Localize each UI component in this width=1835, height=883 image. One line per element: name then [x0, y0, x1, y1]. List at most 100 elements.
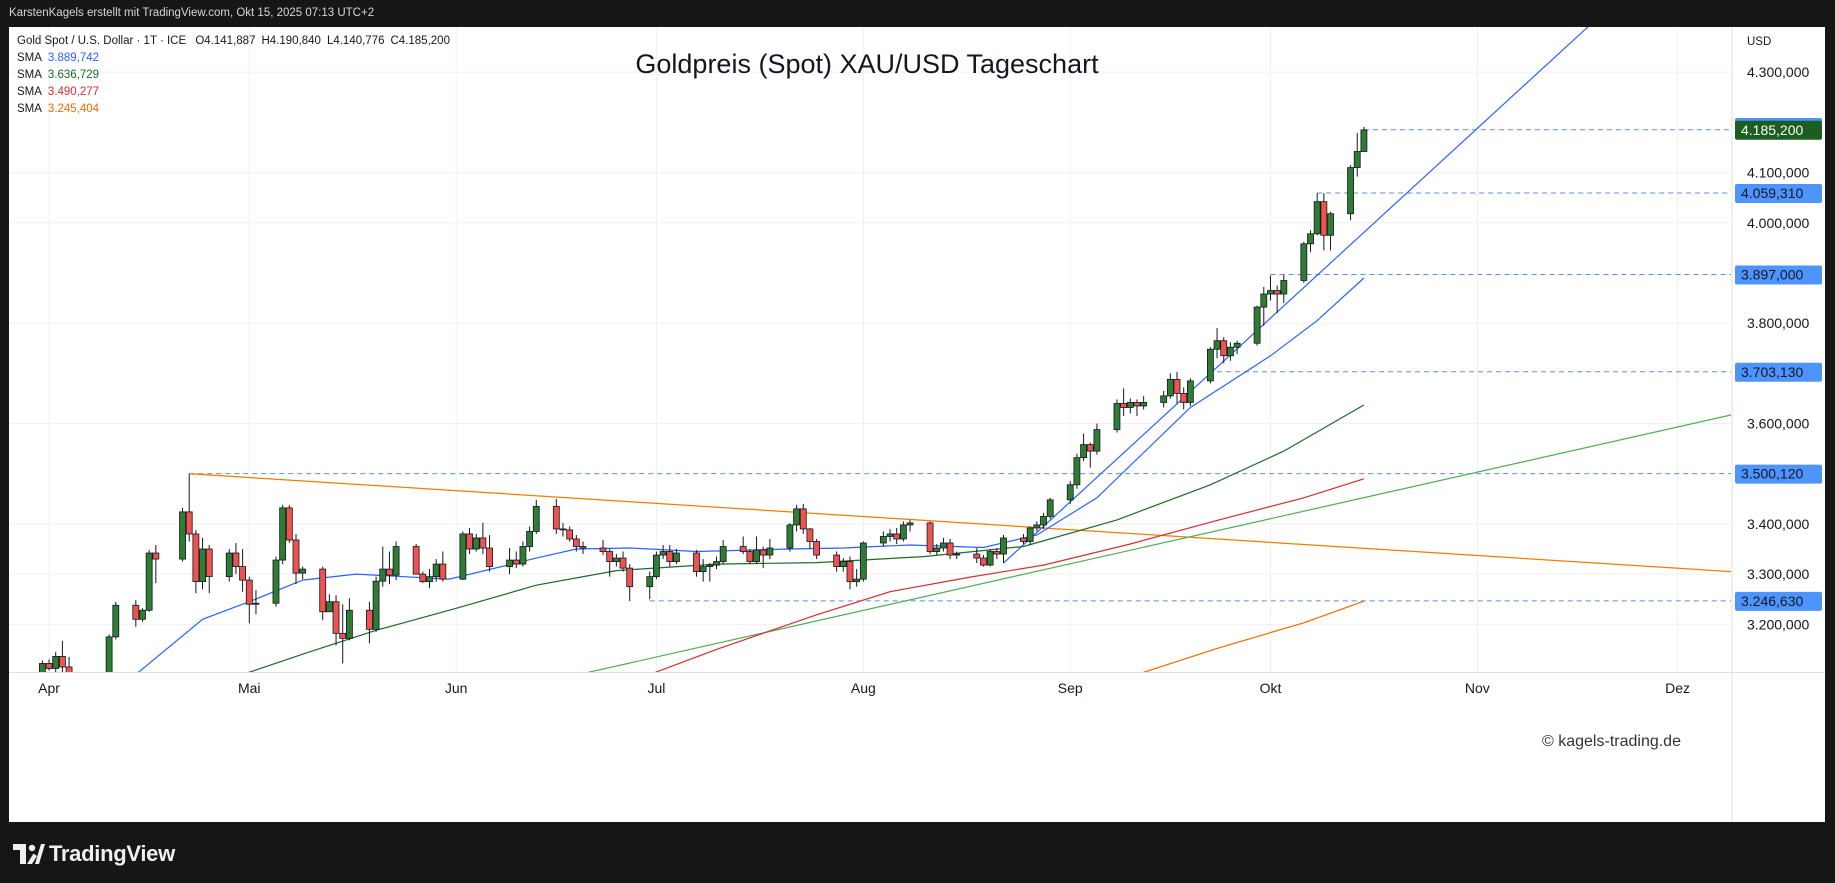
indicator-sma-row[interactable]: SMA 3.490,277 [17, 84, 450, 101]
price-tick-label: 4.100,000 [1747, 165, 1809, 181]
candle-body-up [986, 551, 994, 566]
price-label-bg [1735, 362, 1822, 382]
candle-body-up [532, 505, 540, 532]
candle [853, 569, 861, 587]
candle [659, 545, 667, 560]
candle-body-down [1320, 201, 1328, 236]
candle [292, 533, 300, 585]
candle [746, 549, 754, 565]
candle-body-down [192, 533, 200, 583]
candle-body-up [252, 602, 260, 605]
candle [386, 551, 393, 585]
candle [1360, 126, 1368, 152]
candle [419, 571, 427, 584]
time-axis-ticks: Apr Mai Jun Jul Aug Sep Okt Nov Dez [38, 680, 1690, 696]
attribution-text: KarstenKagels erstellt mit TradingView.c… [9, 7, 375, 19]
candle [366, 601, 373, 644]
indicator-sma-row[interactable]: SMA 3.245,404 [17, 101, 450, 118]
tradingview-logo[interactable]: TradingView [13, 841, 175, 866]
candle [793, 504, 800, 532]
candle [132, 600, 140, 627]
candle [1033, 521, 1041, 532]
chart-frame[interactable]: 4.300,000 4.100,000 4.000,000 3.800,000 3.60… [9, 27, 1825, 822]
sma-line [654, 478, 1365, 672]
candle-body-up [1313, 201, 1321, 235]
indicator-sma-row[interactable]: SMA 3.636,729 [17, 67, 450, 84]
candle [392, 541, 400, 581]
candle-body-down [1273, 290, 1281, 295]
candle [45, 659, 53, 671]
candle-body-up [1113, 403, 1121, 430]
candle [759, 546, 767, 569]
candle-body-up [179, 511, 186, 560]
candle [299, 566, 307, 580]
candle-body-up [1073, 457, 1081, 486]
candle-body-up [1347, 167, 1354, 215]
candle [846, 556, 854, 590]
price-axis-ticks: 4.300,000 4.100,000 4.000,000 3.800,000 3.60… [1747, 64, 1809, 632]
candle [1327, 211, 1334, 251]
indicator-value: 3.245,404 [47, 103, 100, 115]
candle-body-down [93, 732, 99, 734]
candle-body-down [205, 548, 213, 578]
candle [719, 539, 727, 565]
candle-body-up [1080, 444, 1087, 459]
candle-body-up [99, 682, 105, 734]
price-label-text: 4.185,200 [1741, 122, 1803, 138]
currency-label[interactable]: USD [1747, 36, 1772, 48]
candle [232, 543, 240, 575]
candle-body-down [512, 559, 520, 565]
price-label-badge: 4.059,310 [1735, 183, 1822, 203]
candle [699, 559, 707, 582]
candle [806, 527, 814, 550]
candle-body-up [1093, 429, 1101, 452]
candle-body-up [145, 552, 153, 611]
price-label-text: 3.246,630 [1741, 593, 1803, 609]
candle [285, 504, 293, 543]
candle-body-down [419, 573, 427, 583]
candle [1140, 395, 1148, 410]
candle [572, 534, 580, 552]
time-tick-label: Jun [445, 680, 468, 696]
candle [1046, 497, 1054, 519]
candle [813, 538, 821, 560]
trend-line [587, 414, 1731, 672]
candle [1166, 373, 1174, 399]
legend-symbol-row: Gold Spot / U.S. Dollar · 1T · ICE O4.14… [17, 33, 450, 50]
footer-bar: TradingView [0, 822, 1835, 883]
chart-canvas[interactable]: 4.300,000 4.100,000 4.000,000 3.800,000 3.60… [9, 27, 1825, 822]
candle [65, 656, 73, 672]
candle-body-up [659, 551, 667, 556]
candle-body-down [132, 604, 140, 620]
candle-body-up [933, 547, 941, 552]
candle [145, 550, 153, 612]
candle-body-up [673, 552, 680, 562]
candle [1086, 442, 1094, 468]
price-label-text: 3.500,120 [1741, 466, 1803, 482]
price-tick-label: 3.800,000 [1747, 315, 1809, 331]
price-label-bg [1735, 591, 1822, 611]
candle-body-up [272, 559, 280, 604]
candle-body-down [833, 554, 841, 567]
price-label-bg [1735, 120, 1822, 140]
candle-body-up [1046, 499, 1054, 517]
candle-body-up [519, 546, 527, 565]
candle [432, 559, 440, 582]
candle-body-down [973, 553, 981, 559]
candle [1133, 399, 1141, 417]
candle [673, 549, 680, 565]
candle-body-up [753, 549, 760, 562]
candle [38, 660, 46, 672]
price-label-badge: 4.185,200 [1735, 120, 1822, 140]
candle [532, 499, 540, 534]
indicator-sma-row[interactable]: SMA 3.889,742 [17, 50, 450, 67]
candle-body-down [185, 511, 193, 535]
copyright-text: © kagels-trading.de [1542, 733, 1681, 750]
candle-body-up [953, 553, 961, 556]
candle [472, 533, 480, 552]
candle-body-down [980, 557, 987, 566]
candle-body-down [486, 547, 493, 567]
candle [439, 551, 447, 582]
candle [579, 541, 587, 555]
candle-body-down [65, 666, 73, 672]
